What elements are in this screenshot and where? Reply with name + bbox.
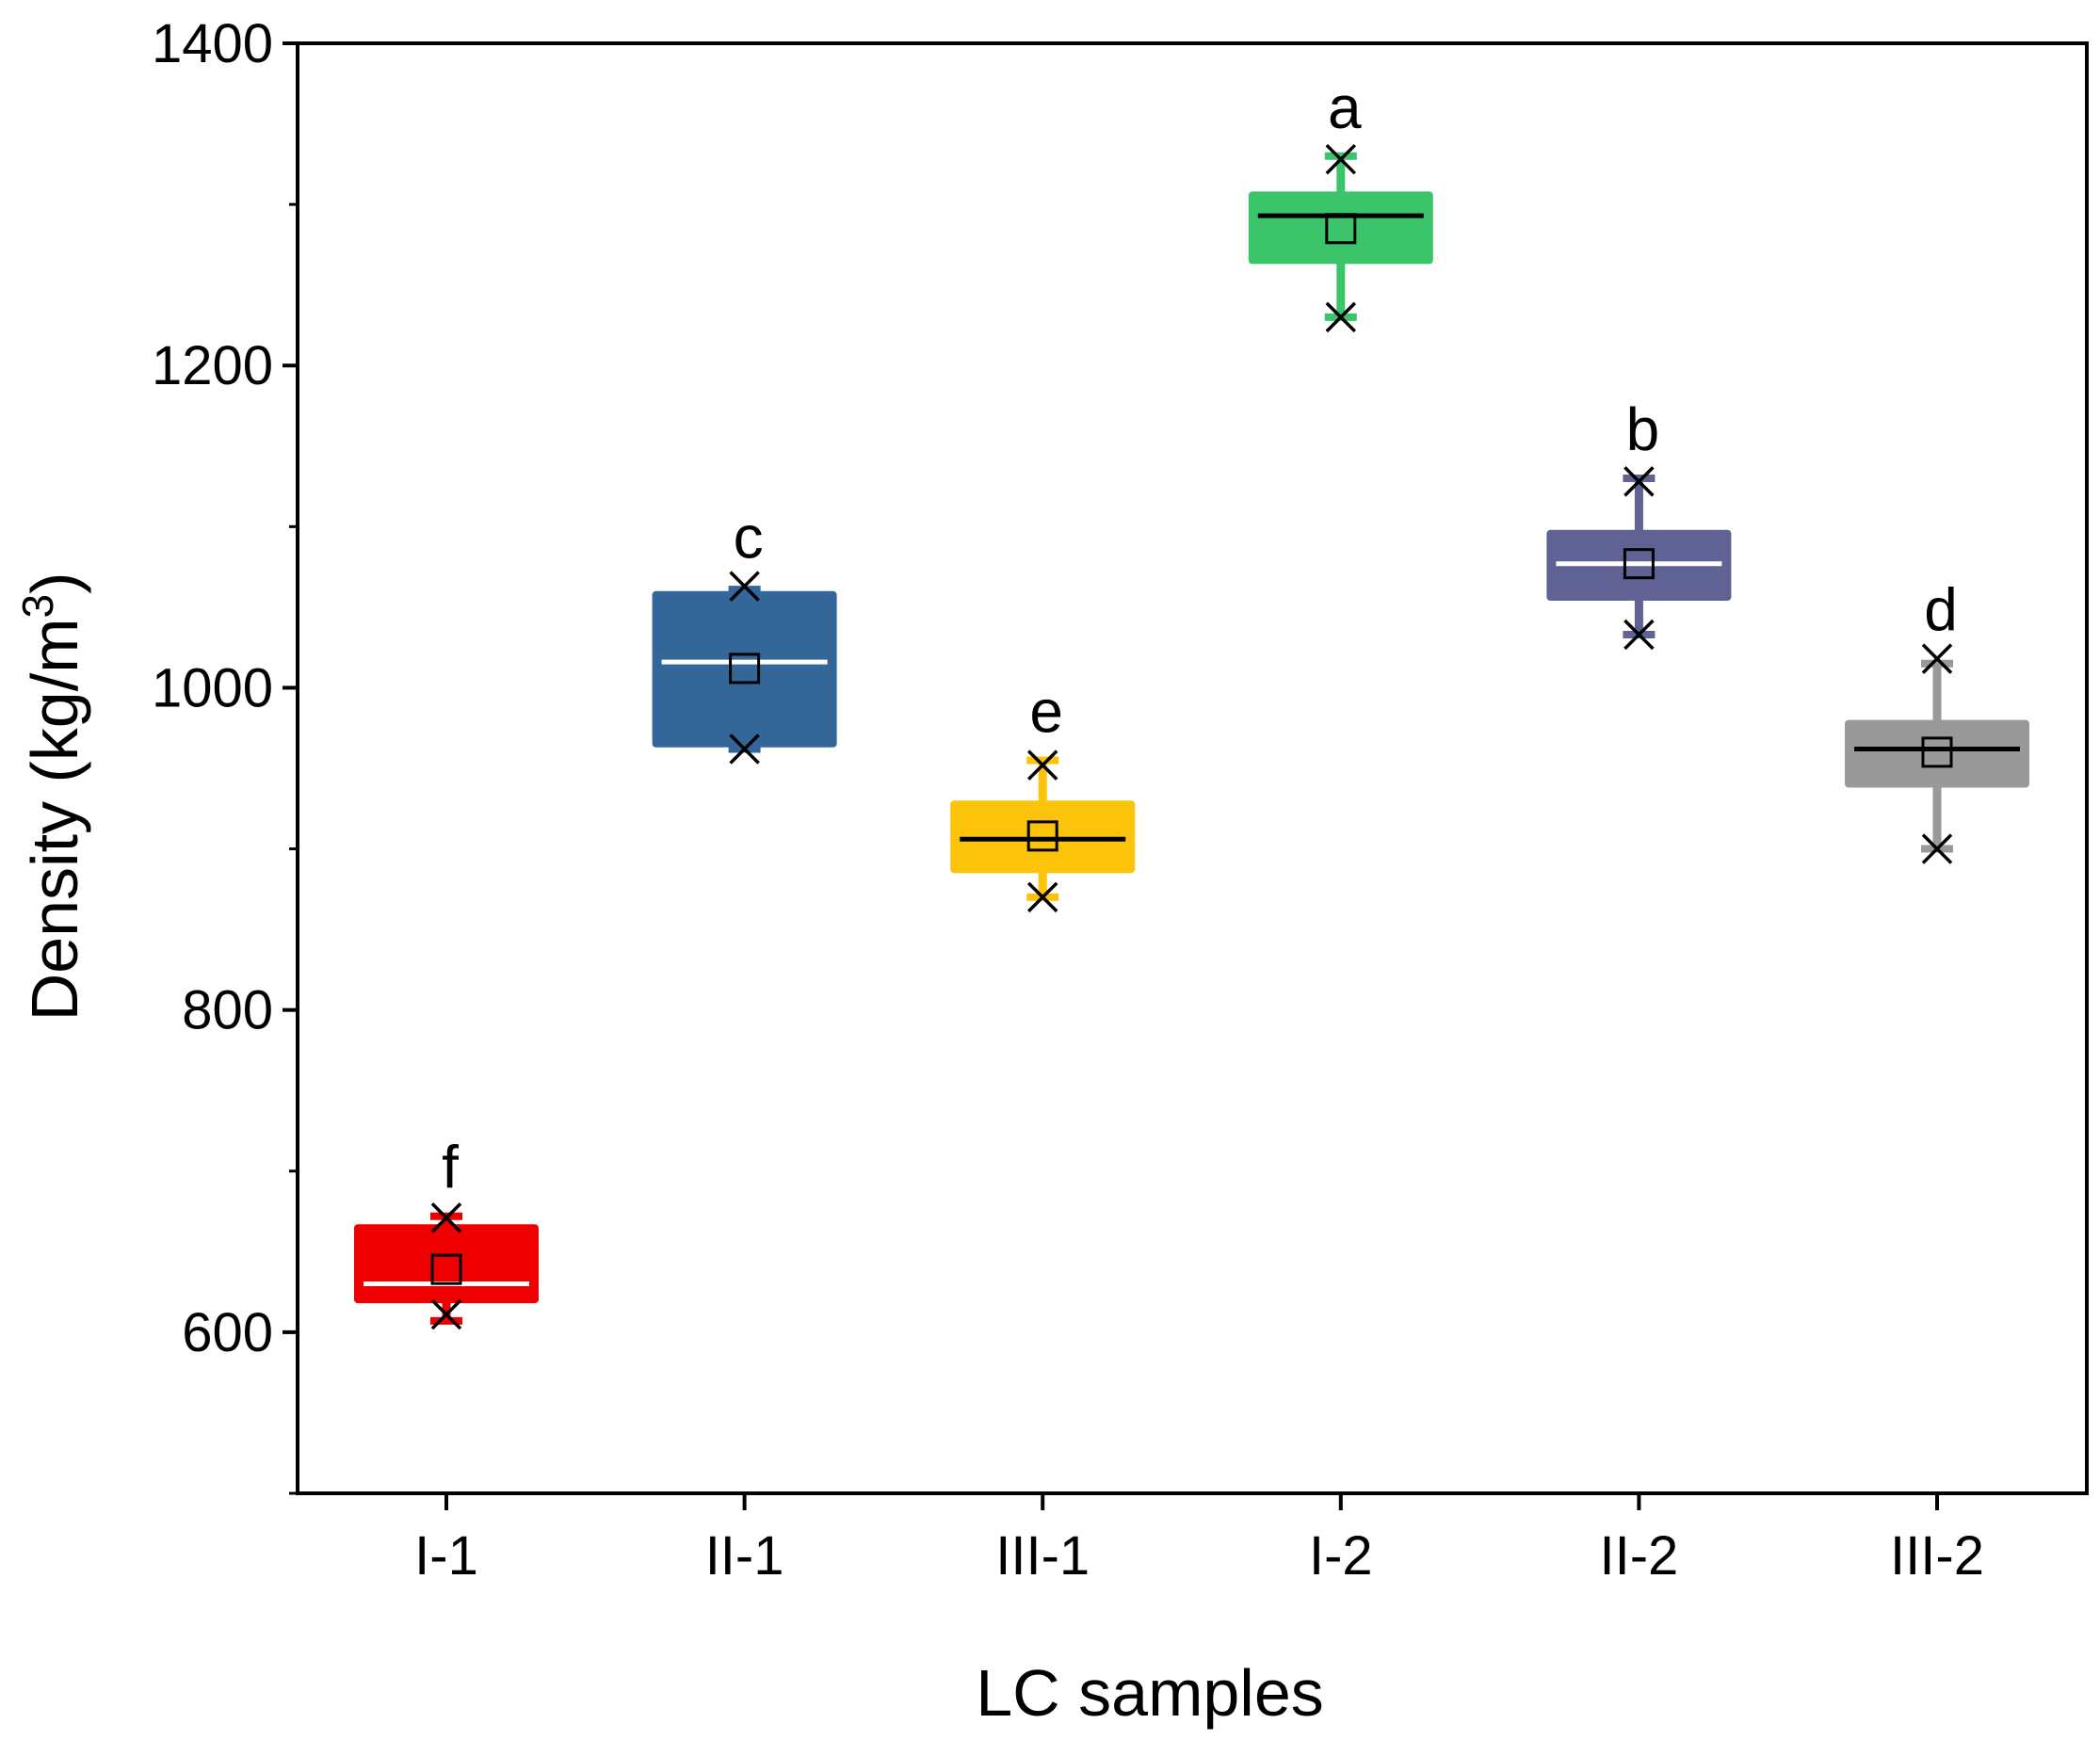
x-tick-label: III-2 xyxy=(1890,1525,1984,1587)
box xyxy=(354,1224,539,1304)
box xyxy=(1248,191,1433,265)
y-tick-label: 1000 xyxy=(152,657,273,718)
group-letter: a xyxy=(1328,73,1362,141)
extreme-marker xyxy=(430,1298,462,1330)
box-group: b xyxy=(1546,395,1732,651)
group-letter: b xyxy=(1626,395,1660,463)
group-letter: c xyxy=(734,504,764,572)
extreme-marker xyxy=(1623,466,1655,497)
mean-marker xyxy=(729,652,761,685)
mean-marker xyxy=(1026,820,1058,852)
x-tick-label: I-2 xyxy=(1309,1525,1373,1587)
x-tick-label: II-2 xyxy=(1599,1525,1678,1587)
box-group: a xyxy=(1248,73,1433,333)
box-group: d xyxy=(1845,576,2029,864)
mean-marker xyxy=(430,1253,462,1285)
extreme-marker xyxy=(1921,833,1953,864)
box-group: f xyxy=(354,1134,539,1330)
y-axis-title: Density (kg/m3) xyxy=(13,572,91,1022)
group-letter: d xyxy=(1924,576,1958,644)
box xyxy=(652,590,837,748)
x-tick-label: I-1 xyxy=(414,1525,478,1587)
x-tick-label: III-1 xyxy=(995,1525,1090,1587)
mean-marker xyxy=(1623,548,1655,580)
group-letter: e xyxy=(1029,677,1063,745)
extreme-marker xyxy=(1026,881,1058,913)
y-tick-label: 600 xyxy=(182,1302,273,1363)
plot-frame xyxy=(296,41,2089,1495)
group-letter: f xyxy=(442,1134,459,1201)
box xyxy=(950,800,1136,874)
y-axis-title-text: Density (kg/m xyxy=(18,619,91,1022)
extreme-marker xyxy=(1921,643,1953,674)
mean-marker xyxy=(1325,213,1357,245)
plot-area: 600 800 1000 1200 1400 I-1 II-1 III-1 I-2 II-2 III… xyxy=(152,13,2089,1587)
box-group: c xyxy=(652,504,837,765)
mean-marker xyxy=(1921,736,1953,768)
box-group: e xyxy=(950,677,1136,913)
extreme-marker xyxy=(729,733,760,765)
box xyxy=(1845,719,2029,788)
extreme-marker xyxy=(430,1202,462,1233)
y-tick-label: 1400 xyxy=(152,13,273,74)
y-tick-label: 800 xyxy=(182,980,273,1041)
extreme-marker xyxy=(729,571,760,602)
extreme-marker xyxy=(1026,749,1058,781)
x-axis-title: LC samples xyxy=(976,1656,1324,1730)
y-axis-title-superscript: 3 xyxy=(13,594,62,619)
extreme-marker xyxy=(1325,143,1357,175)
y-tick-label: 1200 xyxy=(152,335,273,396)
x-tick-label: II-1 xyxy=(705,1525,784,1587)
extreme-marker xyxy=(1325,301,1357,333)
y-axis-title-close: ) xyxy=(18,572,91,594)
extreme-marker xyxy=(1623,619,1655,651)
